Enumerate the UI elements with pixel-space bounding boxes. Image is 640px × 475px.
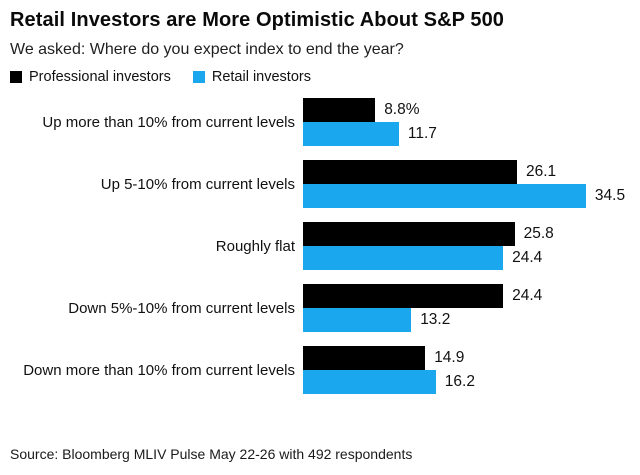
bar-value-label: 26.1: [526, 163, 557, 180]
bar-value-label: 24.4: [512, 249, 543, 266]
bar-group: 24.4 13.2: [303, 284, 542, 332]
chart-subtitle: We asked: Where do you expect index to e…: [10, 41, 404, 58]
bar-value-label: 25.8: [523, 225, 554, 242]
chart-title: Retail Investors are More Optimistic Abo…: [10, 9, 505, 31]
bar-group: 25.8 24.4: [303, 222, 554, 270]
bar-line-retail: 24.4: [303, 246, 554, 270]
bar-line-professional: 24.4: [303, 284, 542, 308]
bar-line-retail: 34.5: [303, 184, 625, 208]
bar-value-label: 11.7: [407, 125, 437, 142]
legend-swatch-retail: [192, 71, 205, 83]
bar-professional: [303, 98, 376, 122]
bar-value-label: 34.5: [594, 187, 626, 204]
bar-chart: Up more than 10% from current levels 8.8%…: [10, 98, 630, 394]
bar-professional: [303, 346, 426, 370]
category-label: Down 5%-10% from current levels: [68, 299, 295, 317]
bar-line-professional: 14.9: [303, 346, 475, 370]
bar-line-professional: 8.8%: [303, 98, 437, 122]
bar-professional: [303, 160, 517, 184]
chart-row: Up 5-10% from current levels 26.1 34.5: [10, 160, 630, 208]
legend-label-professional: Professional investors: [29, 69, 171, 85]
legend-swatch-professional: [10, 71, 22, 83]
bar-group: 14.9 16.2: [303, 346, 475, 394]
chart-row: Up more than 10% from current levels 8.8%…: [10, 98, 630, 146]
chart-row: Down more than 10% from current levels 14…: [10, 346, 630, 394]
bar-retail: [303, 246, 504, 270]
source-note: Source: Bloomberg MLIV Pulse May 22-26 w…: [10, 446, 413, 462]
bar-professional: [303, 284, 504, 308]
legend-label-retail: Retail investors: [211, 69, 311, 85]
chart-row: Roughly flat 25.8 24.4: [10, 222, 630, 270]
bar-retail: [303, 370, 436, 394]
category-label: Up more than 10% from current levels: [42, 113, 295, 131]
bar-line-professional: 26.1: [303, 160, 625, 184]
category-label: Down more than 10% from current levels: [23, 361, 295, 379]
bar-line-retail: 11.7: [303, 122, 437, 146]
bar-line-professional: 25.8: [303, 222, 554, 246]
bar-retail: [303, 184, 586, 208]
bar-value-label: 14.9: [434, 349, 465, 366]
chart-row: Down 5%-10% from current levels 24.4 13.2: [10, 284, 630, 332]
bar-line-retail: 13.2: [303, 308, 542, 332]
legend-item-professional: Professional investors: [10, 69, 171, 85]
bar-group: 8.8% 11.7: [303, 98, 437, 146]
bar-line-retail: 16.2: [303, 370, 475, 394]
bar-professional: [303, 222, 515, 246]
bar-value-label: 8.8%: [384, 101, 420, 118]
legend-item-retail: Retail investors: [192, 69, 311, 85]
bar-value-label: 13.2: [420, 311, 451, 328]
legend: Professional investors Retail investors: [10, 69, 630, 85]
bar-value-label: 16.2: [444, 373, 475, 390]
bar-retail: [303, 122, 399, 146]
bar-group: 26.1 34.5: [303, 160, 625, 208]
bar-value-label: 24.4: [512, 287, 543, 304]
category-label: Up 5-10% from current levels: [100, 175, 295, 193]
category-label: Roughly flat: [215, 237, 295, 255]
bar-retail: [303, 308, 412, 332]
